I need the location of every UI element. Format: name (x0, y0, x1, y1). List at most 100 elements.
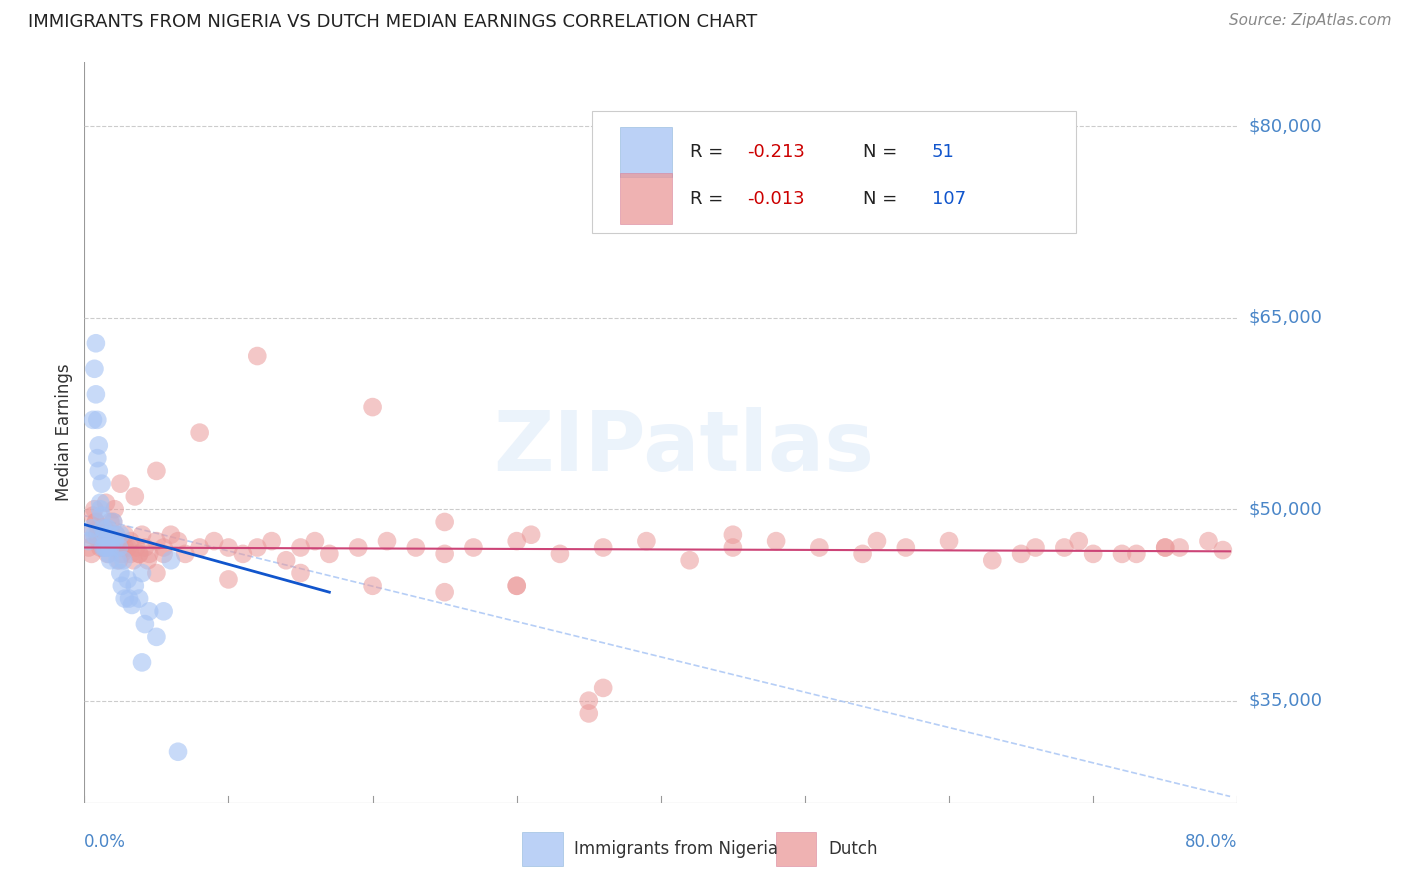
Point (167, 745, 190, 759)
Text: Immigrants from Nigeria: Immigrants from Nigeria (575, 840, 779, 858)
Point (433, 515, 456, 529)
Point (87, 521, 110, 535)
Point (107, 553, 129, 567)
Point (160, 553, 183, 567)
Text: Dutch: Dutch (828, 840, 877, 858)
Point (765, 534, 787, 549)
Point (110, 527, 132, 541)
Text: -0.013: -0.013 (748, 190, 804, 208)
Point (98, 553, 121, 567)
Point (138, 547, 160, 561)
Point (110, 476, 132, 491)
Point (97, 547, 120, 561)
Point (97, 527, 120, 541)
Point (105, 527, 128, 541)
Point (89, 502, 111, 516)
Point (91, 541, 114, 555)
Point (506, 579, 529, 593)
Point (83, 502, 105, 516)
Point (548, 547, 571, 561)
Point (118, 591, 141, 606)
Text: 80.0%: 80.0% (1185, 833, 1237, 851)
Point (866, 534, 889, 549)
Point (103, 541, 124, 555)
Bar (620, 127, 672, 178)
Point (87, 534, 110, 549)
Point (117, 573, 139, 587)
Point (433, 547, 456, 561)
Point (808, 541, 831, 555)
Point (506, 534, 529, 549)
Point (82, 413, 104, 427)
Point (160, 527, 183, 541)
Point (94, 541, 117, 555)
Point (246, 349, 269, 363)
Point (152, 541, 174, 555)
Point (361, 579, 384, 593)
Point (93, 527, 115, 541)
Point (134, 541, 156, 555)
Point (188, 425, 211, 440)
Point (361, 400, 384, 414)
FancyBboxPatch shape (592, 111, 1076, 233)
Point (89, 541, 111, 555)
Text: ZIPatlas: ZIPatlas (494, 407, 875, 488)
Text: -0.213: -0.213 (748, 143, 806, 161)
Point (202, 534, 225, 549)
Text: 107: 107 (932, 190, 966, 208)
Point (938, 534, 960, 549)
Point (1025, 541, 1047, 555)
Point (80, 547, 103, 561)
Point (232, 547, 254, 561)
Point (82, 508, 104, 523)
Point (108, 553, 131, 567)
Point (981, 553, 1004, 567)
Point (98, 515, 121, 529)
Point (111, 547, 134, 561)
Point (96, 547, 118, 561)
Point (104, 502, 127, 516)
Point (260, 534, 283, 549)
Point (108, 534, 131, 549)
Point (592, 681, 614, 695)
Text: R =: R = (690, 190, 728, 208)
Point (124, 579, 146, 593)
Point (304, 534, 326, 549)
Point (1125, 547, 1147, 561)
Point (318, 547, 340, 561)
Point (145, 534, 167, 549)
Point (1067, 534, 1090, 549)
Point (1212, 543, 1234, 558)
Point (138, 604, 160, 618)
Bar (620, 173, 672, 224)
Bar (523, 832, 562, 866)
Text: 0.0%: 0.0% (84, 833, 127, 851)
Point (84, 515, 107, 529)
Point (463, 541, 485, 555)
Point (152, 604, 174, 618)
Point (134, 617, 156, 632)
Point (136, 553, 159, 567)
Point (100, 534, 122, 549)
Point (145, 566, 167, 580)
Point (91, 541, 114, 555)
Text: $80,000: $80,000 (1249, 117, 1322, 136)
Point (96, 541, 118, 555)
Point (110, 541, 132, 555)
Bar (776, 832, 817, 866)
Point (347, 541, 370, 555)
Point (1168, 541, 1191, 555)
Point (84, 336, 107, 351)
Point (894, 541, 917, 555)
Point (375, 534, 398, 549)
Point (218, 541, 240, 555)
Text: N =: N = (863, 190, 903, 208)
Point (105, 527, 128, 541)
Point (721, 527, 744, 541)
Point (131, 656, 153, 670)
Point (125, 541, 148, 555)
Point (84, 387, 107, 401)
Point (120, 547, 142, 561)
Point (91, 521, 114, 535)
Point (111, 579, 134, 593)
